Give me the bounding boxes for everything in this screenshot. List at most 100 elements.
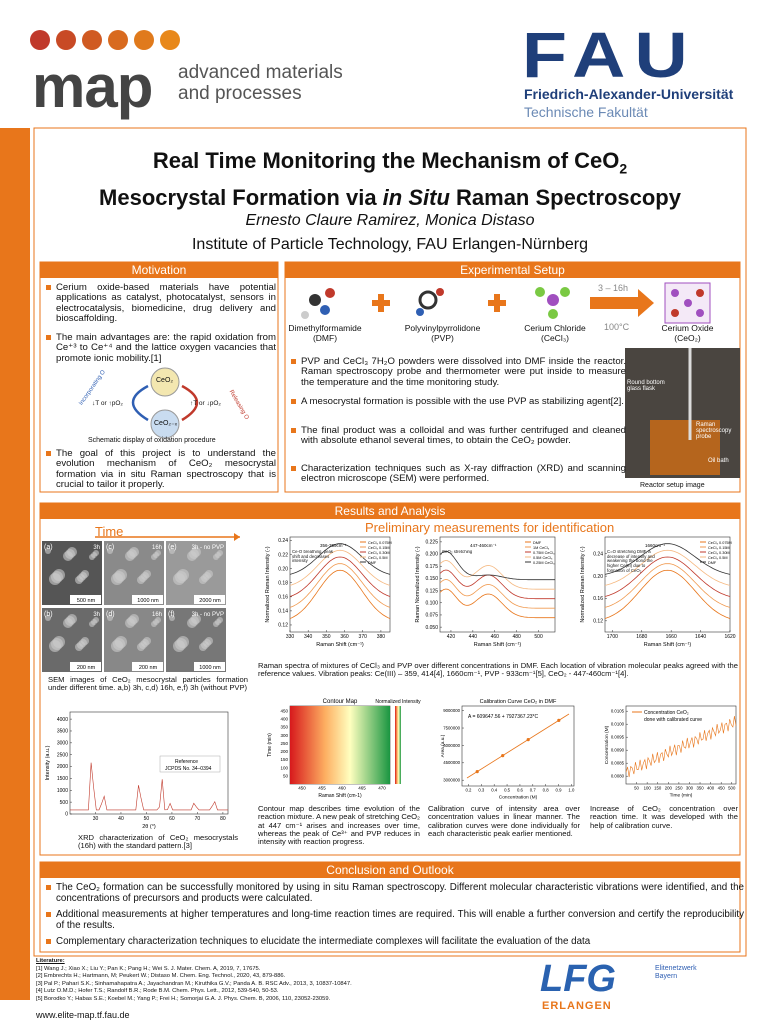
y-tick-label: 4500000 [443, 760, 460, 765]
photo-label: Raman spectroscopy probe [696, 422, 732, 440]
setup-bullet: Characterization techniques such as X-ra… [291, 463, 626, 485]
map-logo: map [32, 53, 153, 120]
y-tick-label: 0.18 [278, 580, 288, 586]
scale-box [132, 662, 163, 671]
y-axis-label: Area (a.u.) [440, 734, 446, 757]
y-tick-label: 0.225 [425, 540, 438, 546]
raman-caption: Raman spectra of mixtures of CeCl₃ and P… [258, 661, 738, 679]
oxidation-diagram [131, 367, 199, 439]
x-axis-label: Time (min) [670, 793, 693, 799]
sem-particle [63, 618, 73, 628]
institute: Institute of Particle Technology, FAU Er… [191, 236, 589, 253]
y-tick-label: 3500 [57, 729, 68, 735]
legend-label: DMF [708, 561, 717, 565]
sem-particle [45, 615, 51, 621]
side-bar [0, 128, 30, 1000]
x-tick-label: 0.4 [491, 787, 498, 792]
setup-bullet: A mesocrystal formation is possible with… [291, 396, 626, 407]
x-tick-label: 200 [665, 785, 673, 790]
legend-label: CeCl₃ 0.075M [708, 541, 732, 545]
poster-title: Real Time Monitoring the Mechanism of Ce… [34, 146, 746, 213]
setup-bullet: The final product was a colloidal and wa… [291, 425, 626, 447]
x-tick-label: 0.6 [517, 787, 524, 792]
sem-id: (a) [44, 544, 53, 551]
x-tick-label: 1640 [695, 634, 706, 640]
annotation: CeO₂ stretching [442, 550, 473, 554]
legend-label: 0.75M CeCl₃ [533, 551, 555, 555]
x-tick-label: 450 [298, 786, 306, 791]
fit-line [466, 713, 570, 779]
y-tick-label: 0.0100 [611, 722, 625, 727]
x-axis-label: Raman Shift (cm-1) [318, 793, 362, 799]
legend-label: CeCl₃ 0.5M [368, 556, 387, 560]
fit-equation: A = 609647.56 + 7927367.23*C [468, 714, 538, 720]
y-tick-label: 100 [280, 765, 288, 770]
sem-time: 16h [152, 545, 162, 551]
sem-particle [111, 573, 123, 585]
annotation-box: C=O stretching DMF, a decrease of intens… [607, 550, 655, 573]
legend-label: done with calibrated curve [644, 717, 702, 723]
sem-particle [89, 554, 95, 560]
y-tick-label: 0 [65, 812, 68, 818]
title-italic: in Situ [382, 185, 450, 211]
y-tick-label: 150 [280, 757, 288, 762]
sem-time: 3h [93, 545, 100, 551]
y-tick-label: 0.150 [425, 576, 438, 582]
time-label: Time [95, 524, 124, 539]
sem-particle [213, 621, 219, 627]
title-line: Real Time Monitoring the Mechanism of Ce… [34, 146, 746, 183]
x-tick-label: 340 [304, 634, 313, 640]
y-tick-label: 0.20 [593, 574, 603, 580]
reference: [2] Embrechts H.; Hartmann, M; Peukert W… [36, 973, 286, 980]
reagent-name: Cerium Chloride [524, 323, 586, 333]
legend-label: CeCl₃ 0.5M [708, 556, 727, 560]
legend-label: CeCl₃ 0.075M [368, 541, 392, 545]
spectrum-curve [439, 550, 555, 581]
elite-line: Elitenetzwerk [655, 965, 697, 972]
website[interactable]: www.elite-map.tf.fau.de [36, 1010, 130, 1020]
y-tick-label: 0.125 [425, 588, 438, 594]
calibration-caption: Calibration curve of intensity area over… [428, 804, 580, 839]
sem-particle [75, 643, 83, 651]
legend-label: 0.5M CeCl₃ [533, 556, 553, 560]
tagline-line: advanced materials [178, 62, 343, 83]
map-tagline: advanced materials and processes [178, 62, 343, 104]
x-tick-label: 350 [322, 634, 331, 640]
y-tick-label: 4000 [57, 717, 68, 723]
x-tick-label: 1.0 [568, 787, 575, 792]
annotation: 356-359cm⁻¹ [320, 543, 347, 548]
spectrum-curve [604, 563, 731, 608]
plot-frame [69, 711, 229, 815]
sem-scale: 1000 nm [199, 665, 221, 671]
diagram-label: CeO₂₋ₓ [154, 420, 178, 427]
conclusion-bullet: Additional measurements at higher temper… [46, 909, 744, 931]
reagent-name: Cerium Oxide [661, 323, 714, 333]
reagent-abbr: (CeCl₃) [540, 333, 569, 343]
y-tick-label: 250 [280, 741, 288, 746]
y-tick-label: 3000000 [443, 778, 460, 783]
x-tick-label: 1680 [636, 634, 647, 640]
annotation-box: CeO₂ stretching [442, 550, 473, 554]
annotation: C=O stretching DMF, a decrease of intens… [607, 550, 655, 573]
x-tick-label: 455 [318, 786, 326, 791]
photo-label: Round bottom glass flask [627, 380, 665, 392]
y-axis-label: Concentration (M) [604, 725, 610, 764]
y-tick-label: 300 [280, 733, 288, 738]
spectrum-curve [604, 549, 731, 586]
contour-title: Contour Map [323, 699, 358, 705]
faculty: Technische Fakultät [524, 104, 648, 120]
x-tick-label: 80 [220, 816, 226, 822]
sem-id: (f) [168, 611, 175, 618]
x-tick-label: 370 [359, 634, 368, 640]
diagram-label: CeO₂ [156, 377, 174, 384]
x-tick-label: 480 [512, 634, 521, 640]
reagent: Cerium Oxide (CeO₂) [650, 323, 725, 343]
conclusion-heading: Conclusion and Outlook [40, 862, 740, 878]
x-tick-label: 350 [696, 785, 704, 790]
motivation-bullet: The main advantages are: the rapid oxida… [46, 332, 276, 364]
results-subtitle: Preliminary measurements for identificat… [365, 520, 615, 535]
y-tick-label: 0.0085 [611, 761, 625, 766]
sem-time: 16h [152, 612, 162, 618]
spectrum-curve [604, 543, 731, 575]
